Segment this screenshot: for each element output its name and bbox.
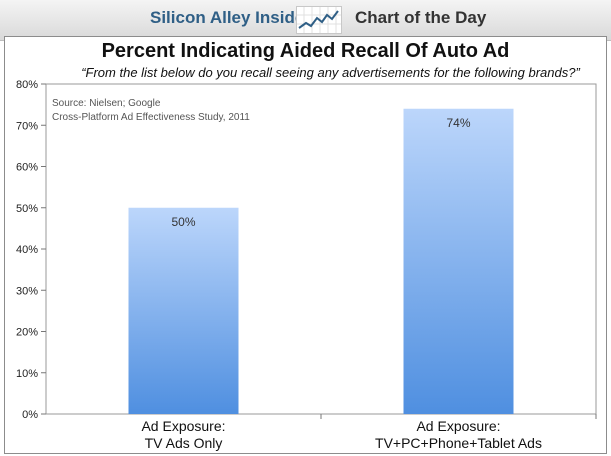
site-header: Silicon Alley Insider Chart of the Day: [0, 0, 611, 41]
y-tick-label: 60%: [16, 162, 38, 174]
bar-1: [128, 207, 239, 414]
x-tick-label: Ad Exposure:: [141, 418, 225, 434]
data-label-1: 50%: [171, 215, 195, 229]
section-title: Chart of the Day: [355, 8, 487, 27]
source-line-1: Source: Nielsen; Google: [52, 98, 161, 109]
y-tick-label: 40%: [16, 244, 38, 256]
bar-2: [403, 108, 514, 414]
trend-line-icon: [296, 6, 342, 34]
y-tick-label: 20%: [16, 327, 38, 339]
y-tick-label: 30%: [16, 285, 38, 297]
x-tick-label: Ad Exposure:: [416, 418, 500, 434]
source-line-2: Cross-Platform Ad Effectiveness Study, 2…: [52, 112, 250, 123]
chart-subtitle: “From the list below do you recall seein…: [81, 65, 580, 80]
y-tick-label: 80%: [16, 79, 38, 91]
chart-title: Percent Indicating Aided Recall Of Auto …: [101, 40, 510, 62]
y-tick-label: 70%: [16, 120, 38, 132]
x-tick-label: TV+PC+Phone+Tablet Ads: [375, 435, 542, 451]
y-tick-label: 0%: [22, 409, 38, 421]
y-tick-label: 50%: [16, 203, 38, 215]
data-label-2: 74%: [446, 116, 470, 130]
y-tick-label: 10%: [16, 368, 38, 380]
x-tick-label: TV Ads Only: [145, 435, 223, 451]
brand-name: Silicon Alley Insider: [150, 8, 311, 27]
